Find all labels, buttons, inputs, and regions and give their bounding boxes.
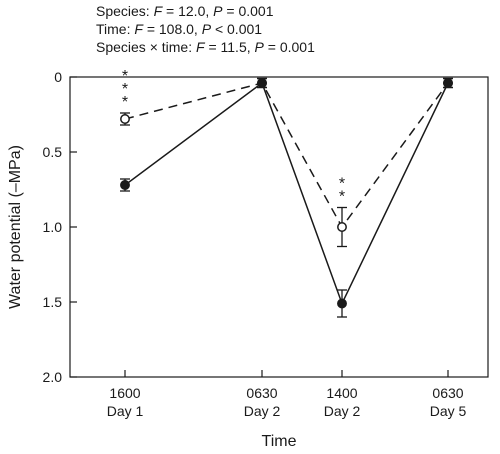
significance-layer: * * ** * — [122, 68, 345, 206]
x-tick-label: 0630 — [246, 385, 277, 401]
plot-frame — [69, 76, 489, 378]
stats-pval: < 0.001 — [211, 21, 262, 37]
y-axis-ticks: 0 0.5 1.0 1.5 2.0 — [43, 69, 77, 385]
stats-fval: = 12.0, — [162, 3, 213, 19]
data-point-filled — [337, 298, 347, 309]
x-tick-label: Day 2 — [324, 403, 361, 419]
series-line — [124, 82, 449, 229]
y-tick-label: 1.5 — [43, 294, 63, 310]
stats-pre: Species × time: — [96, 39, 196, 55]
significance-label: * * — [339, 176, 345, 206]
data-point-filled — [257, 78, 267, 88]
data-point-open — [120, 114, 130, 124]
x-tick-label: Day 5 — [430, 403, 467, 419]
x-tick-label: Day 2 — [244, 403, 281, 419]
stats-line: Species × time: F = 11.5, P = 0.001 — [96, 39, 315, 55]
stats-p: P — [213, 3, 223, 19]
stats-line: Species: F = 12.0, P = 0.001 — [96, 3, 274, 19]
y-tick-label: 1.0 — [43, 219, 63, 235]
stats-fval: = 11.5, — [205, 39, 255, 55]
y-axis-label: Water potential (–MPa) — [7, 145, 24, 309]
y-tick-label: 0 — [54, 69, 62, 85]
stats-f: F — [154, 3, 164, 19]
stats-pval: = 0.001 — [222, 3, 273, 19]
x-axis-label: Time — [262, 433, 297, 450]
data-point-filled — [120, 180, 130, 190]
stats-fval: = 108.0, — [143, 21, 202, 37]
series-line — [124, 81, 449, 306]
data-point-filled — [443, 78, 453, 88]
significance-label: * * * — [122, 68, 128, 111]
stats-p: P — [255, 39, 265, 55]
significance-star: * — [339, 176, 345, 193]
stats-pre: Species: — [96, 3, 154, 19]
data-point-open — [337, 222, 347, 232]
stats-p: P — [202, 21, 212, 37]
y-tick-label: 2.0 — [43, 369, 63, 385]
significance-star: * — [122, 68, 128, 85]
significance-star: * — [122, 94, 128, 111]
stats-pval: = 0.001 — [264, 39, 315, 55]
series-layer — [120, 77, 453, 318]
stats-pre: Time: — [96, 21, 134, 37]
significance-star: * — [122, 81, 128, 98]
x-tick-label: 1600 — [109, 385, 140, 401]
significance-star: * — [339, 189, 345, 206]
y-tick-label: 0.5 — [43, 144, 63, 160]
stats-f: F — [196, 39, 206, 55]
x-tick-label: 0630 — [432, 385, 463, 401]
stats-line: Time: F = 108.0, P < 0.001 — [96, 21, 262, 37]
x-tick-label: 1400 — [326, 385, 357, 401]
stats-f: F — [134, 21, 144, 37]
x-axis-ticks: 1600 Day 1 0630 Day 2 1400 Day 2 0630 Day 5 — [107, 370, 467, 419]
x-tick-label: Day 1 — [107, 403, 144, 419]
